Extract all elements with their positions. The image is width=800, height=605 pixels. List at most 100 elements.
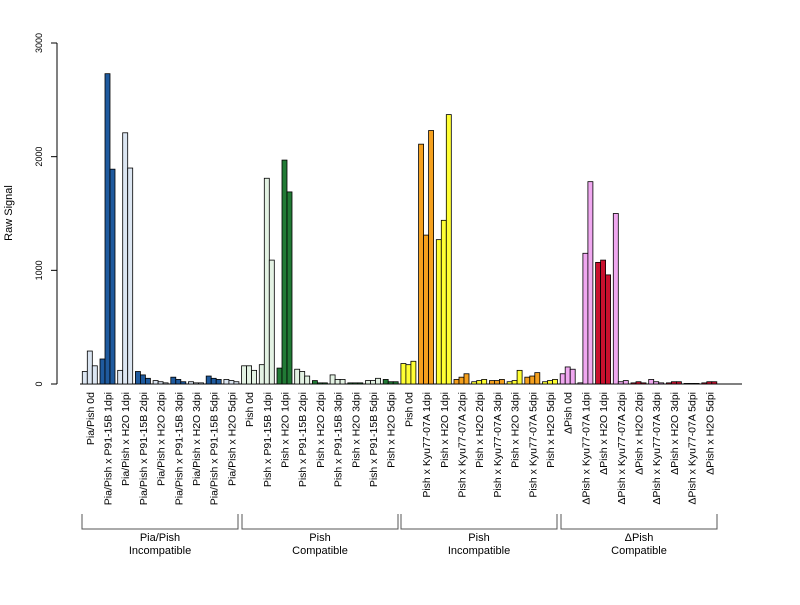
bar bbox=[658, 382, 665, 385]
bar bbox=[91, 365, 98, 385]
bar bbox=[339, 379, 346, 385]
bar bbox=[162, 382, 169, 385]
bar bbox=[559, 373, 566, 385]
bar bbox=[352, 382, 359, 385]
bar bbox=[127, 167, 134, 385]
group-label-line1: Pia/Pish bbox=[140, 532, 180, 544]
bar bbox=[347, 382, 354, 385]
bar bbox=[529, 375, 536, 385]
bar bbox=[453, 379, 460, 385]
x-tick-label: ΔPish 0d bbox=[563, 392, 575, 434]
bar bbox=[458, 376, 465, 385]
bar bbox=[281, 159, 288, 385]
x-tick-label: Pia/Pish 0d bbox=[85, 392, 97, 445]
bar bbox=[251, 369, 258, 385]
x-tick-label: Pia/Pish x P91-15B 5dpi bbox=[209, 392, 221, 505]
bar bbox=[552, 379, 558, 385]
bar bbox=[205, 375, 212, 385]
bar bbox=[157, 381, 164, 385]
bar bbox=[706, 381, 713, 385]
bar bbox=[268, 259, 275, 385]
bar bbox=[334, 379, 341, 385]
bar bbox=[534, 372, 541, 385]
bar bbox=[117, 369, 124, 385]
bar bbox=[241, 365, 248, 385]
bar bbox=[375, 377, 381, 385]
group-label-line1: Pish bbox=[309, 532, 330, 544]
x-tick-label: Pish 0d bbox=[244, 392, 256, 427]
bar bbox=[357, 382, 364, 385]
bar bbox=[405, 364, 412, 385]
bar bbox=[671, 381, 677, 385]
bar bbox=[104, 73, 111, 385]
bar bbox=[263, 177, 270, 385]
group-bracket bbox=[241, 514, 399, 530]
y-tick-label: 1000 bbox=[34, 260, 44, 280]
y-axis: 0 1000 2000 3000 bbox=[34, 33, 58, 387]
bar bbox=[387, 381, 394, 385]
bar bbox=[193, 382, 199, 385]
bar bbox=[476, 380, 483, 385]
x-tick-label: Pish x Kyu77-07A 2dpi bbox=[457, 392, 469, 498]
bar bbox=[640, 382, 647, 385]
x-tick-label: Pish 0d bbox=[403, 392, 415, 427]
x-tick-label: Pish x H2O 3dpi bbox=[350, 392, 362, 468]
bar bbox=[622, 380, 629, 385]
bar bbox=[516, 369, 523, 385]
bars bbox=[81, 73, 718, 385]
bar bbox=[653, 381, 660, 385]
bar bbox=[600, 259, 606, 385]
bar bbox=[329, 374, 336, 385]
group-bracket bbox=[81, 514, 239, 530]
x-tick-label: Pish x H2O 3dpi bbox=[510, 392, 522, 468]
bar bbox=[233, 381, 240, 385]
bar bbox=[701, 382, 708, 385]
bar bbox=[144, 377, 151, 385]
bar bbox=[481, 379, 488, 385]
bar bbox=[542, 381, 548, 385]
bar bbox=[392, 381, 399, 385]
bar bbox=[605, 274, 611, 385]
bar bbox=[676, 381, 682, 385]
bar bbox=[311, 380, 318, 385]
x-tick-label: ΔPish x Kyu77-07A 5dpi bbox=[687, 392, 699, 505]
bar bbox=[428, 130, 435, 385]
bar bbox=[547, 380, 553, 385]
bar bbox=[316, 382, 323, 385]
bar bbox=[109, 168, 116, 385]
bar bbox=[228, 380, 235, 385]
bar bbox=[511, 380, 518, 385]
bar bbox=[276, 367, 283, 385]
bar bbox=[299, 371, 306, 385]
x-tick-label: Pish x H2O 1dpi bbox=[439, 392, 451, 468]
x-tick-label: ΔPish x Kyu77-07A 3dpi bbox=[651, 392, 663, 505]
group-labels: Pia/PishIncompatiblePishCompatiblePishIn… bbox=[81, 514, 718, 557]
y-tick-label: 2000 bbox=[34, 147, 44, 167]
bar bbox=[463, 373, 470, 385]
bar bbox=[711, 381, 718, 385]
bar bbox=[410, 360, 417, 385]
bar bbox=[582, 252, 589, 385]
bar bbox=[134, 371, 141, 385]
bar bbox=[648, 379, 655, 385]
group-label-line2: Incompatible bbox=[448, 545, 510, 557]
bar bbox=[524, 376, 531, 385]
group-label-line1: ΔPish bbox=[625, 532, 654, 544]
bar bbox=[370, 380, 376, 385]
bar bbox=[595, 261, 601, 385]
group-label-line2: Compatible bbox=[292, 545, 348, 557]
x-tick-label: Pia/Pish x P91-15B 1dpi bbox=[103, 392, 115, 505]
bar bbox=[152, 380, 159, 385]
x-tick-label: Pish x P91-15B 3dpi bbox=[333, 392, 345, 487]
group-bracket bbox=[400, 514, 558, 530]
bar bbox=[198, 382, 204, 385]
x-tick-label: Pia/Pish x P91-15B 2dpi bbox=[138, 392, 150, 505]
bar bbox=[577, 382, 584, 385]
x-tick-label: ΔPish x Kyu77-07A 2dpi bbox=[616, 392, 628, 505]
bar bbox=[564, 366, 571, 385]
bar bbox=[223, 379, 230, 385]
x-tick-label: Pish x P91-15B 1dpi bbox=[262, 392, 274, 487]
bar bbox=[617, 381, 624, 385]
bar bbox=[286, 191, 293, 385]
bar bbox=[188, 381, 194, 385]
